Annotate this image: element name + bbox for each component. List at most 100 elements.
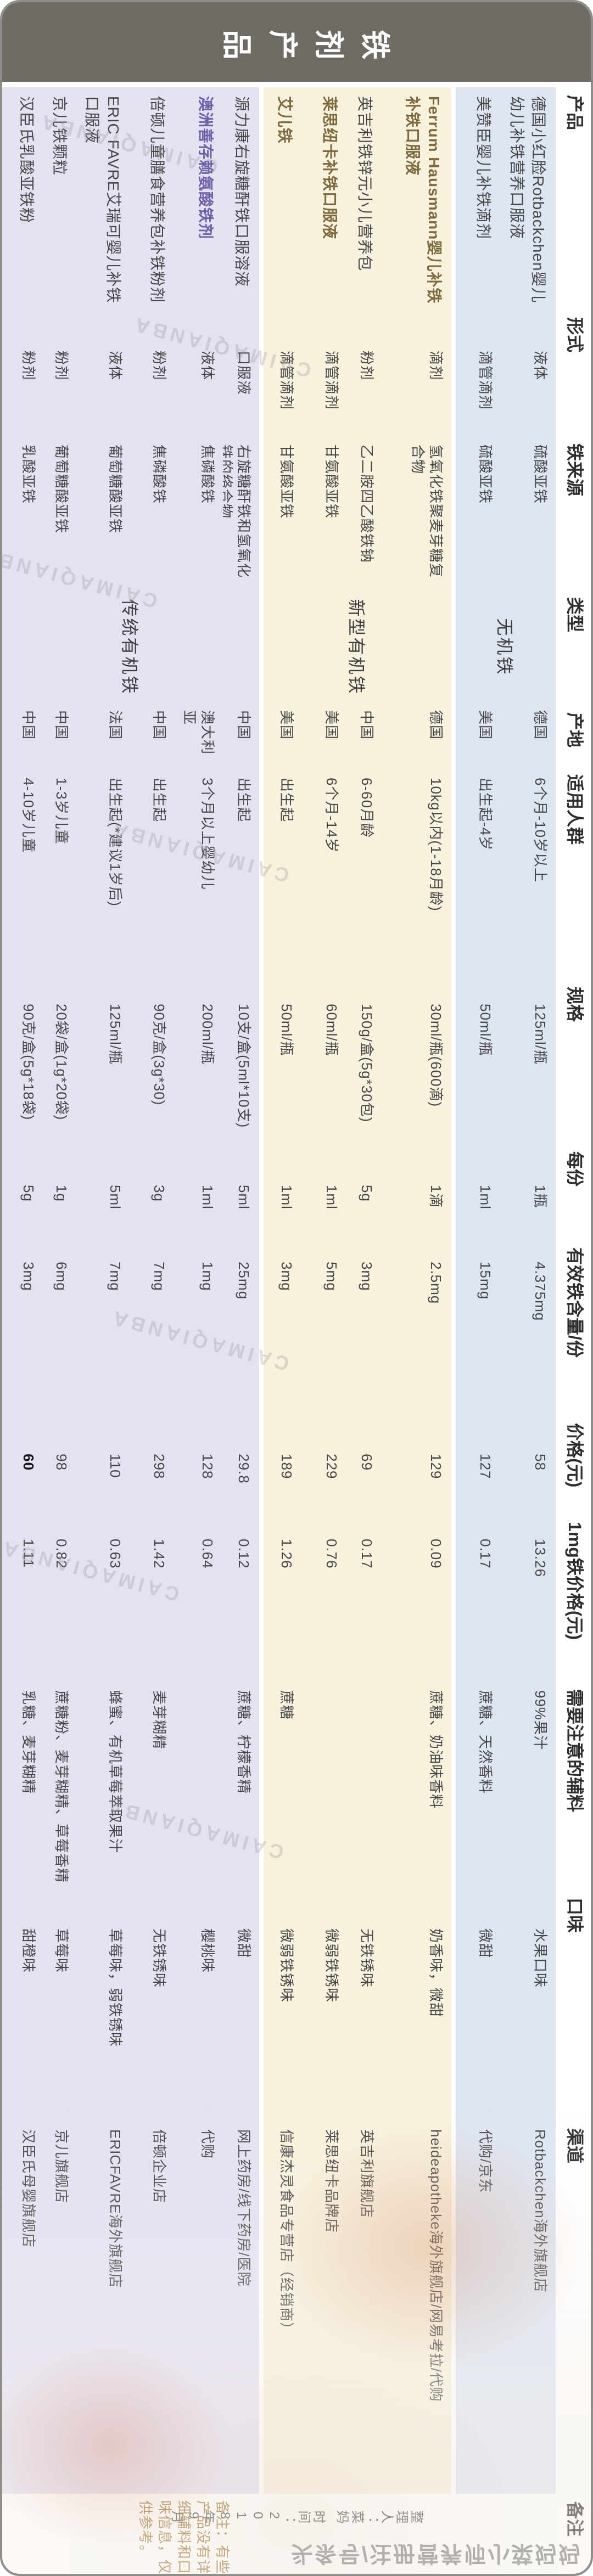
cell-serving-product-9: 3g — [131, 1144, 175, 1240]
cell-additives-product-11: 蔗糖粉、麦芽糊精、草莓香精 — [44, 1681, 77, 1890]
type-group-inorganic: 无机铁 — [456, 589, 556, 705]
cell-channel-product-10: ERICFAVRE海外旗舰店 — [77, 2121, 131, 2494]
cell-source-product-10: 葡萄糖酸亚铁 — [77, 436, 131, 589]
cell-flavor-product-5: 微弱铁锈味 — [302, 1890, 347, 2121]
byline-watermark: 头条号/注册营养师小菜妈妈 — [290, 2541, 582, 2566]
cell-source-product-6: 甘氨酸亚铁 — [264, 436, 302, 589]
cell-serving-product-4: 5g — [347, 1144, 382, 1240]
cell-flavor-product-8: 樱桃味 — [175, 1890, 223, 2121]
cell-spec-product-4: 150g/盒(5g*30包) — [347, 979, 382, 1144]
cell-audience-product-10: 出生起(*建议1岁后) — [77, 767, 131, 979]
cell-price_per_mg-product-6: 1.26 — [264, 1514, 302, 1681]
cell-source-product-9: 焦磷酸铁 — [131, 436, 175, 589]
cell-flavor-product-7: 微甜 — [223, 1890, 259, 2121]
cell-source-product-2: 硫酸亚铁 — [456, 436, 501, 589]
column-header-serving: 每份 — [565, 1151, 585, 1187]
cell-form-product-12: 粉剂 — [2, 310, 44, 436]
cell-iron-product-4: 3mg — [347, 1240, 382, 1415]
cell-serving-product-3: 1滴 — [382, 1144, 451, 1240]
cell-flavor-product-10: 草莓味，弱铁锈味 — [77, 1890, 131, 2121]
cell-form-product-2: 滴管滴剂 — [456, 310, 501, 436]
cell-flavor-product-6: 微弱铁锈味 — [264, 1890, 302, 2121]
column-header-audience: 适用人群 — [565, 774, 585, 845]
cell-audience-product-11: 1-3岁儿童 — [44, 767, 77, 979]
cell-source-product-1: 硫酸亚铁 — [501, 436, 556, 589]
cell-name-product-8: 澳洲善存赖氨酸铁剂 — [175, 87, 223, 310]
cell-origin-product-10: 法国 — [77, 705, 131, 767]
cell-form-product-3: 滴剂 — [382, 310, 451, 436]
cell-iron-product-6: 3mg — [264, 1240, 302, 1415]
cell-channel-product-3: heideapotheke海外旗舰店/网易考拉/代购 — [382, 2121, 451, 2494]
cell-spec-product-10: 125ml/瓶 — [77, 979, 131, 1144]
cell-flavor-product-3: 奶香味，微甜 — [382, 1890, 451, 2121]
cell-origin-product-5: 美国 — [302, 705, 347, 767]
cell-source-product-8: 焦磷酸铁 — [175, 436, 223, 589]
cell-spec-product-7: 10支/盒(5ml*10支) — [223, 979, 259, 1144]
cell-form-product-7: 口服液 — [223, 310, 259, 436]
cell-spec-product-3: 30ml/瓶(600滴) — [382, 979, 451, 1144]
cell-audience-product-4: 6-60月龄 — [347, 767, 382, 979]
cell-channel-product-2: 代购/京东 — [456, 2121, 501, 2494]
column-header-spec: 规格 — [565, 987, 585, 1022]
cell-spec-product-9: 90克/盒(3g*30) — [131, 979, 175, 1144]
cell-origin-product-12: 中国 — [2, 705, 44, 767]
column-header-channel: 渠道 — [565, 2128, 585, 2164]
cell-form-product-1: 液体 — [501, 310, 556, 436]
column-header-source: 铁来源 — [565, 443, 585, 497]
cell-serving-product-5: 1ml — [302, 1144, 347, 1240]
cell-price-product-8: 128 — [175, 1415, 223, 1514]
cell-channel-product-4: 英吉利旗舰店 — [347, 2121, 382, 2494]
cell-channel-product-5: 莱思纽卡品牌店 — [302, 2121, 347, 2494]
cell-name-product-4: 英吉利铁锌元小儿营养包 — [347, 87, 382, 310]
page-title: 铁剂产品 — [206, 25, 391, 58]
cell-spec-product-12: 90克/盒(5g*18袋) — [2, 979, 44, 1144]
cell-channel-product-6: 信康杰灵食品专营店（经销商） — [264, 2121, 302, 2494]
cell-serving-product-6: 1ml — [264, 1144, 302, 1240]
column-header-type: 类型 — [565, 597, 585, 633]
note-text: 备注：有些产品没有详细辅料和口味信息，仅供参考。 — [137, 2500, 231, 2575]
cell-price_per_mg-product-11: 0.82 — [44, 1514, 77, 1681]
cell-serving-product-2: 1ml — [456, 1144, 501, 1240]
cell-additives-product-2: 蔗糖、天然香料 — [456, 1681, 501, 1890]
cell-spec-product-2: 50ml/瓶 — [456, 979, 501, 1144]
cell-additives-product-1: 99%果汁 — [501, 1681, 556, 1890]
cell-price-product-4: 69 — [347, 1415, 382, 1514]
cell-name-product-2: 美赞臣婴儿补铁滴剂 — [456, 87, 501, 310]
cell-channel-product-11: 京儿旗舰店 — [44, 2121, 77, 2494]
cell-flavor-product-4: 无铁锈味 — [347, 1890, 382, 2121]
cell-price-product-11: 98 — [44, 1415, 77, 1514]
cell-price_per_mg-product-2: 0.17 — [456, 1514, 501, 1681]
cell-price-product-3: 129 — [382, 1415, 451, 1514]
cell-channel-product-1: Rotbackchen海外旗舰店 — [501, 2121, 556, 2494]
cell-audience-product-3: 10kg以内(1-18月龄) — [382, 767, 451, 979]
cell-flavor-product-9: 无铁锈味 — [131, 1890, 175, 2121]
column-header-flavor: 口味 — [565, 1898, 585, 1933]
cell-spec-product-11: 20袋/盒(1g*20袋) — [44, 979, 77, 1144]
cell-additives-product-7: 蔗糖、柠檬香精 — [223, 1681, 259, 1890]
cell-price-product-10: 110 — [77, 1415, 131, 1514]
cell-price_per_mg-product-10: 0.63 — [77, 1514, 131, 1681]
cell-additives-product-4 — [347, 1681, 382, 1890]
cell-price-product-12: 60 — [2, 1415, 44, 1514]
cell-origin-product-9: 中国 — [131, 705, 175, 767]
cell-serving-product-11: 1g — [44, 1144, 77, 1240]
cell-iron-product-1: 4.375mg — [501, 1240, 556, 1415]
cell-serving-product-12: 5g — [2, 1144, 44, 1240]
cell-price_per_mg-product-4: 0.17 — [347, 1514, 382, 1681]
cell-serving-product-8: 1ml — [175, 1144, 223, 1240]
cell-spec-product-6: 50ml/瓶 — [264, 979, 302, 1144]
cell-price-product-2: 127 — [456, 1415, 501, 1514]
cell-additives-product-3: 蔗糖、奶油味香料 — [382, 1681, 451, 1890]
cell-iron-product-7: 25mg — [223, 1240, 259, 1415]
cell-price-product-6: 189 — [264, 1415, 302, 1514]
cell-price-product-9: 298 — [131, 1415, 175, 1514]
column-header-price: 价格(元) — [565, 1423, 585, 1488]
cell-iron-product-3: 2.5mg — [382, 1240, 451, 1415]
type-group-new-organic: 新型有机铁 — [264, 589, 451, 705]
cell-price-product-7: 29.8 — [223, 1415, 259, 1514]
cell-price-product-1: 58 — [501, 1415, 556, 1514]
cell-audience-product-2: 出生起-4岁 — [456, 767, 501, 979]
column-header-form: 形式 — [565, 317, 585, 353]
cell-serving-product-10: 5ml — [77, 1144, 131, 1240]
